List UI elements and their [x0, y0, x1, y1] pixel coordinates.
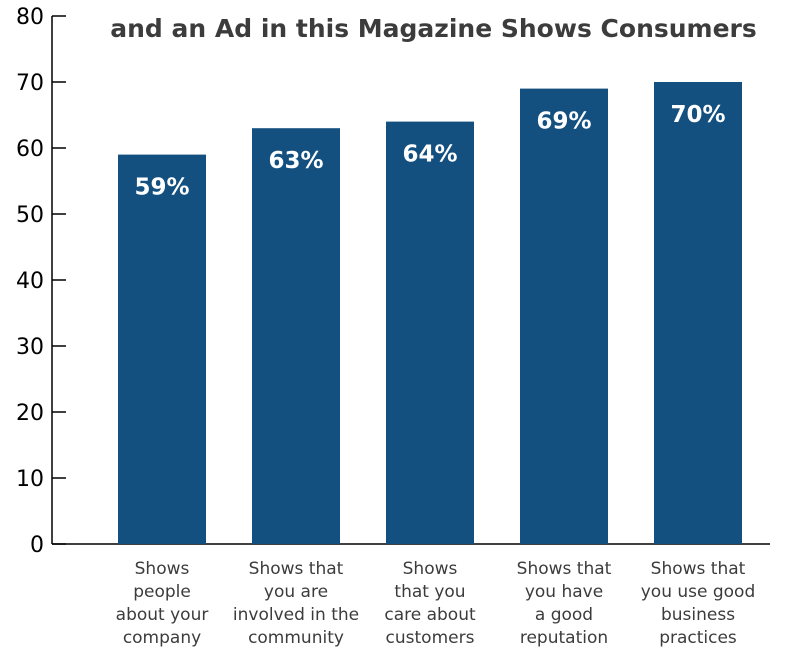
- x-tick-label: company: [123, 628, 201, 648]
- x-tick-label: that you: [394, 582, 465, 602]
- x-tick-label: Shows: [403, 559, 458, 579]
- y-tick-label: 30: [16, 335, 44, 360]
- y-tick-label: 0: [30, 533, 44, 558]
- x-tick-label: community: [248, 628, 344, 648]
- y-tick-label: 20: [16, 401, 44, 426]
- x-tick-label: a good: [535, 605, 593, 625]
- y-tick-label: 70: [16, 71, 44, 96]
- bar: [118, 154, 206, 544]
- x-tick-label: Shows: [135, 559, 190, 579]
- y-tick-label: 60: [16, 137, 44, 162]
- data-label: 69%: [536, 109, 591, 135]
- data-label: 64%: [402, 142, 457, 168]
- y-tick-label: 10: [16, 467, 44, 492]
- data-label: 63%: [268, 148, 323, 174]
- x-tick-label: involved in the: [233, 605, 359, 625]
- x-tick-label: you have: [525, 582, 603, 602]
- bar: [252, 128, 340, 544]
- x-tick-label: you are: [264, 582, 328, 602]
- y-tick-label: 50: [16, 203, 44, 228]
- x-tick-label: business: [661, 605, 735, 625]
- x-tick-label: Shows that: [651, 559, 746, 579]
- x-tick-label: practices: [659, 628, 737, 648]
- data-label: 70%: [670, 102, 725, 128]
- bar: [386, 121, 474, 544]
- x-tick-label: people: [133, 582, 191, 602]
- x-tick-label: care about: [384, 605, 476, 625]
- x-tick-label: reputation: [520, 628, 608, 648]
- chart-title-line-2: and an Ad in this Magazine Shows Consume…: [110, 14, 757, 43]
- x-tick-label: you use good: [641, 582, 756, 602]
- x-tick-label: about your: [116, 605, 209, 625]
- y-tick-label: 80: [16, 5, 44, 30]
- bar: [654, 82, 742, 544]
- x-tick-label: customers: [386, 628, 475, 648]
- x-tick-label: Shows that: [249, 559, 344, 579]
- data-label: 59%: [134, 175, 189, 201]
- y-tick-label: 40: [16, 269, 44, 294]
- x-tick-label: Shows that: [517, 559, 612, 579]
- bar: [520, 88, 608, 544]
